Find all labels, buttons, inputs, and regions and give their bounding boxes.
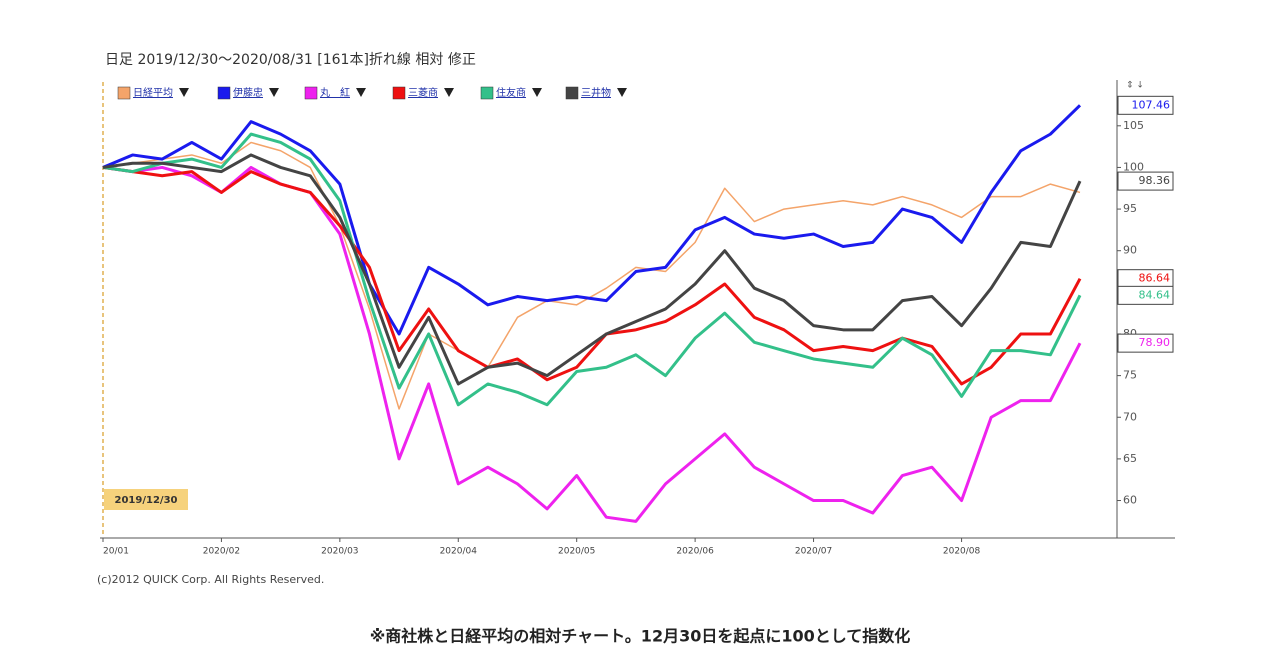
series-line [102, 132, 1082, 407]
end-value-label: 107.46 [1132, 98, 1171, 111]
x-tick-label: 20/01 [103, 547, 129, 557]
x-tick-label: 2020/06 [676, 547, 714, 557]
start-badge [104, 489, 188, 510]
y-tick-label: 65 [1123, 452, 1137, 465]
series-line [102, 104, 1082, 336]
legend-label: 住友商 [496, 86, 526, 99]
series-line [102, 153, 1082, 386]
end-value-box [1117, 333, 1174, 353]
y-tick-label: 95 [1123, 202, 1137, 215]
x-tick-label: 2020/08 [943, 547, 981, 557]
caption: ※商社株と日経平均の相対チャート。12月30日を起点に100として指数化 [370, 627, 911, 646]
y-tick-label: 100 [1123, 160, 1144, 173]
legend-swatch [392, 86, 406, 100]
legend-swatch [117, 86, 131, 100]
x-tick-label: 2020/05 [558, 547, 595, 557]
legend-dropdown [617, 88, 627, 97]
legend-label: 三菱商 [408, 86, 438, 99]
end-value-box [1117, 285, 1174, 305]
series-line [102, 141, 1081, 410]
axis-icon: ⇕ ↓ [1126, 81, 1144, 91]
y-tick-label: 60 [1123, 494, 1137, 507]
start-label: 2019/12/30 [115, 495, 178, 506]
legend-label: 三井物 [581, 86, 611, 99]
chart-title: 日足 2019/12/30～2020/08/31 [161本]折れ線 相対 修正 [105, 52, 476, 68]
x-tick-label: 2020/07 [795, 547, 832, 557]
legend-label: 丸 紅 [320, 86, 350, 99]
series-line [102, 165, 1082, 523]
legend-dropdown [444, 88, 454, 97]
end-value-label: 98.36 [1139, 174, 1171, 187]
end-value-label: 78.90 [1139, 336, 1171, 349]
legend-dropdown [179, 88, 189, 97]
legend-dropdown [269, 88, 279, 97]
y-tick-label: 75 [1123, 369, 1137, 382]
legend-label: 伊藤忠 [233, 87, 263, 99]
x-tick-label: 2020/04 [440, 547, 478, 557]
series-line [102, 165, 1082, 386]
x-tick-label: 2020/02 [203, 547, 240, 557]
y-tick-label: 105 [1123, 119, 1144, 132]
x-tick-label: 2020/03 [321, 547, 358, 557]
legend-swatch [480, 86, 494, 100]
end-value-box [1117, 95, 1174, 115]
legend-swatch [304, 86, 318, 100]
legend-label: 日経平均 [133, 86, 173, 99]
y-tick-label: 70 [1123, 410, 1137, 423]
y-tick-label: 90 [1123, 244, 1137, 257]
end-value-box [1117, 171, 1174, 191]
legend-swatch [217, 86, 231, 100]
copyright: (c)2012 QUICK Corp. All Rights Reserved. [97, 573, 324, 586]
legend-dropdown [356, 88, 366, 97]
legend-dropdown [532, 88, 542, 97]
end-value-label: 84.64 [1139, 288, 1171, 301]
legend-swatch [565, 86, 579, 100]
end-value-label: 86.64 [1139, 272, 1171, 285]
